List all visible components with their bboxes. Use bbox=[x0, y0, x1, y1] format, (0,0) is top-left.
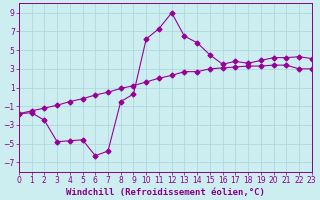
X-axis label: Windchill (Refroidissement éolien,°C): Windchill (Refroidissement éolien,°C) bbox=[66, 188, 265, 197]
